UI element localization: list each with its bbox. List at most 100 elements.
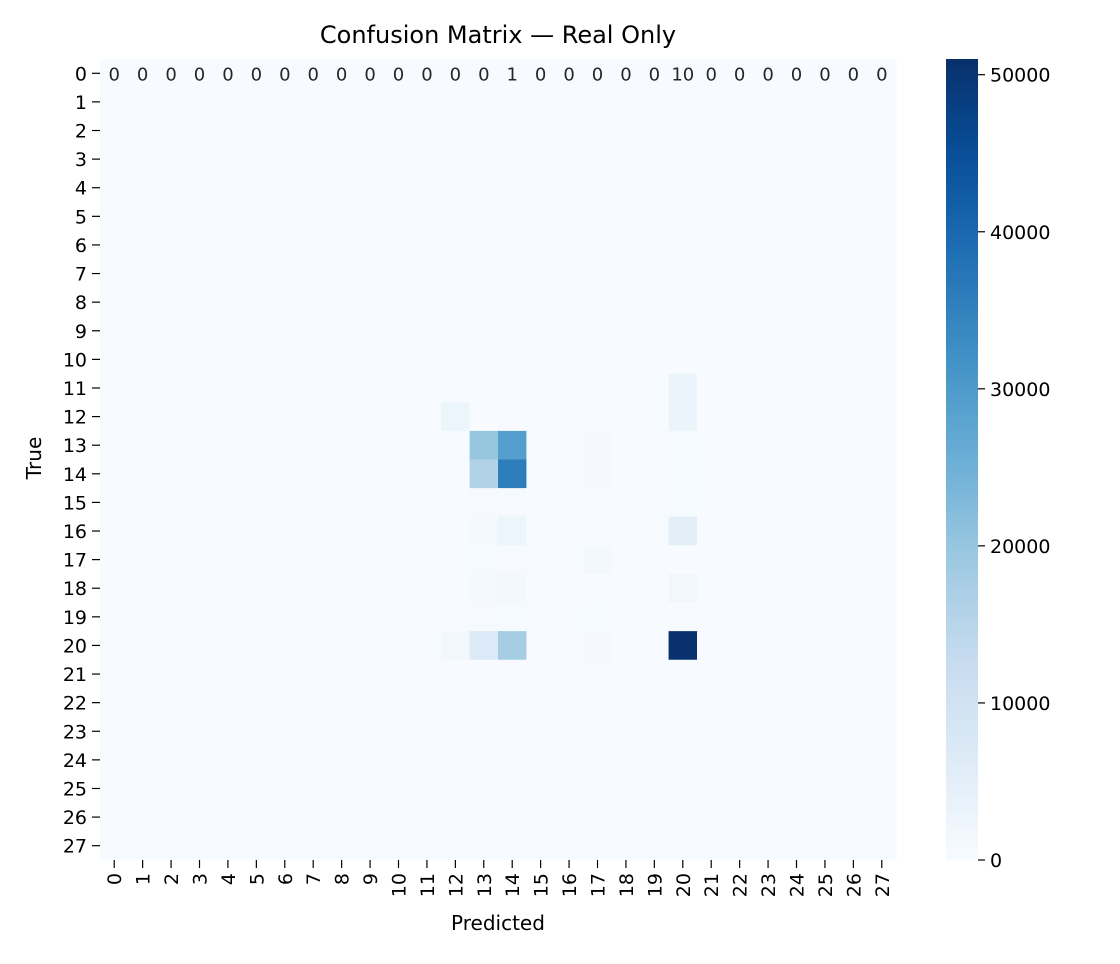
- heatmap-cell-7-18: [611, 259, 641, 289]
- heatmap-cell-8-14: [498, 287, 528, 318]
- heatmap-cell-5-11: [412, 202, 442, 232]
- heatmap-cell-19-1: [128, 602, 158, 632]
- heatmap-cell-8-23: [753, 287, 783, 318]
- cell-annotation-0-5: 0: [251, 64, 262, 85]
- heatmap-cell-9-3: [185, 316, 215, 346]
- heatmap-cell-24-18: [611, 745, 641, 775]
- heatmap-cell-18-18: [611, 573, 641, 604]
- heatmap-cell-20-21: [697, 631, 727, 661]
- heatmap-cell-5-25: [810, 202, 840, 232]
- heatmap-cell-2-12: [441, 116, 471, 146]
- heatmap-cell-15-16: [554, 488, 584, 518]
- heatmap-cell-21-13: [469, 659, 499, 689]
- colorbar-tick-label-4: 40000: [990, 222, 1050, 244]
- heatmap-cell-17-6: [270, 545, 300, 575]
- y-axis: 0123456789101112131415161718192021222324…: [63, 63, 100, 858]
- heatmap-cell-13-2: [156, 430, 186, 461]
- heatmap-cell-7-21: [697, 259, 727, 289]
- heatmap-cell-21-21: [697, 659, 727, 689]
- colorbar-tick-label-0: 0: [990, 850, 1002, 872]
- cell-annotation-0-7: 0: [307, 64, 318, 85]
- heatmap-cell-21-15: [526, 659, 556, 689]
- heatmap-cell-0-16: [554, 59, 584, 89]
- cell-annotation-0-16: 0: [563, 64, 574, 85]
- heatmap-cell-25-2: [156, 774, 186, 804]
- heatmap-cell-2-21: [697, 116, 727, 146]
- cell-annotation-0-22: 0: [734, 64, 745, 85]
- heatmap-cell-5-0: [100, 202, 130, 232]
- heatmap-cell-26-12: [441, 802, 471, 832]
- y-tick-label-8: 8: [75, 292, 87, 314]
- heatmap-cell-15-12: [441, 488, 471, 518]
- heatmap-cell-0-17: [583, 59, 613, 89]
- heatmap-cell-23-19: [640, 716, 670, 747]
- heatmap-cell-21-20: [668, 659, 698, 689]
- cell-annotation-0-27: 0: [876, 64, 887, 85]
- heatmap-cell-10-14: [498, 345, 528, 375]
- heatmap-cell-2-26: [839, 116, 869, 146]
- heatmap-cell-7-27: [867, 259, 897, 289]
- cell-annotation-0-0: 0: [108, 64, 119, 85]
- heatmap-cell-2-18: [611, 116, 641, 146]
- heatmap-cell-18-12: [441, 573, 471, 604]
- heatmap-cell-2-11: [412, 116, 442, 146]
- heatmap-cell-6-22: [725, 230, 755, 260]
- heatmap-cell-13-15: [526, 430, 556, 461]
- x-tick-label-6: 6: [275, 873, 297, 885]
- heatmap-cell-19-9: [355, 602, 385, 632]
- heatmap-cell-26-6: [270, 802, 300, 832]
- heatmap-cell-26-23: [753, 802, 783, 832]
- heatmap-cell-24-12: [441, 745, 471, 775]
- heatmap-cell-10-4: [213, 345, 243, 375]
- x-tick-label-1: 1: [133, 873, 155, 885]
- x-tick-label-18: 18: [616, 873, 638, 897]
- heatmap-cell-12-25: [810, 402, 840, 432]
- heatmap-cells: [100, 59, 897, 861]
- heatmap-cell-12-6: [270, 402, 300, 432]
- heatmap-cell-27-14: [498, 831, 528, 861]
- heatmap-cell-2-5: [242, 116, 272, 146]
- heatmap-cell-13-8: [327, 430, 357, 461]
- heatmap-cell-27-6: [270, 831, 300, 861]
- heatmap-cell-14-17: [583, 459, 613, 489]
- heatmap-cell-27-25: [810, 831, 840, 861]
- x-tick-label-12: 12: [445, 873, 467, 897]
- heatmap-cell-18-13: [469, 573, 499, 604]
- heatmap-cell-20-0: [100, 631, 130, 661]
- cell-annotation-0-24: 0: [791, 64, 802, 85]
- heatmap-cell-22-8: [327, 688, 357, 718]
- heatmap-cell-7-6: [270, 259, 300, 289]
- heatmap-cell-15-2: [156, 488, 186, 518]
- heatmap-cell-24-21: [697, 745, 727, 775]
- heatmap-cell-11-4: [213, 373, 243, 403]
- heatmap-cell-27-3: [185, 831, 215, 861]
- heatmap-cell-18-15: [526, 573, 556, 604]
- heatmap-cell-23-24: [782, 716, 812, 747]
- heatmap-cell-16-21: [697, 516, 727, 546]
- heatmap-cell-25-14: [498, 774, 528, 804]
- heatmap-cell-23-2: [156, 716, 186, 747]
- y-tick-label-10: 10: [63, 349, 87, 371]
- y-tick-label-9: 9: [75, 321, 87, 343]
- heatmap-cell-11-11: [412, 373, 442, 403]
- heatmap-cell-24-11: [412, 745, 442, 775]
- heatmap-cell-3-24: [782, 144, 812, 175]
- heatmap-cell-4-0: [100, 173, 130, 203]
- heatmap-cell-17-11: [412, 545, 442, 575]
- heatmap-cell-27-17: [583, 831, 613, 861]
- heatmap-cell-25-13: [469, 774, 499, 804]
- x-tick-label-23: 23: [758, 873, 780, 897]
- heatmap-cell-18-8: [327, 573, 357, 604]
- heatmap-cell-0-9: [355, 59, 385, 89]
- heatmap-cell-12-23: [753, 402, 783, 432]
- heatmap-cell-1-6: [270, 87, 300, 117]
- heatmap-cell-21-14: [498, 659, 528, 689]
- heatmap-cell-7-26: [839, 259, 869, 289]
- heatmap-cell-13-17: [583, 430, 613, 461]
- heatmap-cell-5-20: [668, 202, 698, 232]
- heatmap-cell-1-9: [355, 87, 385, 117]
- heatmap-cell-15-27: [867, 488, 897, 518]
- heatmap-cell-8-2: [156, 287, 186, 318]
- heatmap-cell-11-0: [100, 373, 130, 403]
- heatmap-cell-9-10: [384, 316, 414, 346]
